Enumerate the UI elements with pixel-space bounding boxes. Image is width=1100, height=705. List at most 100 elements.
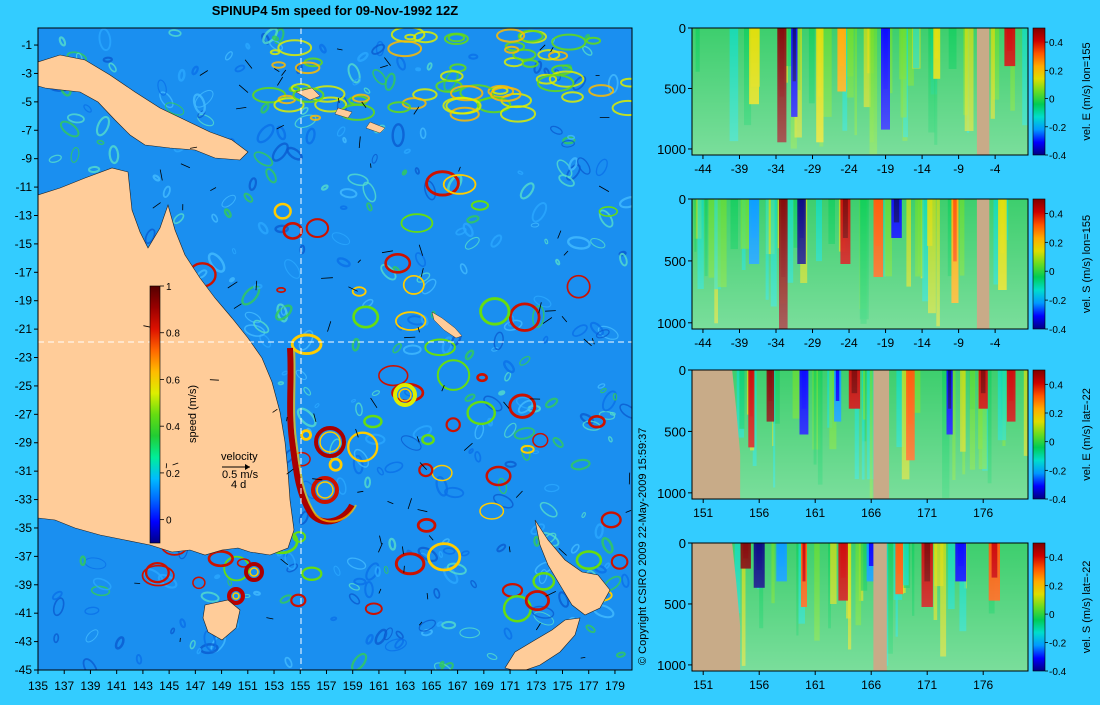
section-x-tick-label: 166 <box>861 678 881 692</box>
section-x-tick-label: -44 <box>694 162 712 176</box>
map-y-tick-label: -31 <box>15 464 33 478</box>
section-x-tick-label: 156 <box>749 678 769 692</box>
map-y-tick-label: -41 <box>15 606 33 620</box>
map-y-tick-label: -13 <box>15 208 33 222</box>
velocity-key-label: velocity <box>221 451 258 463</box>
section-colorbar-tick-label: 0 <box>1049 610 1055 621</box>
section-colorbar-tick-label: 0 <box>1049 438 1055 449</box>
map-x-tick-label: 143 <box>133 679 153 693</box>
speed-colorbar-tick-label: 0.6 <box>166 375 180 386</box>
map-x-tick-label: 169 <box>474 679 494 693</box>
section-panel-1: -44-39-34-29-24-19-14-9-4050010000.40.20… <box>657 21 1093 176</box>
map-y-tick-label: -25 <box>15 379 33 393</box>
section-colorbar-tick-label: 0.4 <box>1049 209 1063 220</box>
section-x-tick-label: -39 <box>731 162 749 176</box>
section-x-tick-label: -24 <box>840 336 858 350</box>
ocean-swirl <box>402 170 406 175</box>
section-colorbar <box>1033 28 1045 155</box>
section-colorbar-tick-label: 0.2 <box>1049 409 1063 420</box>
map-y-tick-label: -7 <box>21 123 32 137</box>
section-x-tick-label: -4 <box>990 162 1001 176</box>
section-y-tick-label: 0 <box>679 363 686 378</box>
section-x-tick-label: -24 <box>840 162 858 176</box>
speed-colorbar-label: speed (m/s) <box>187 385 199 443</box>
map-y-tick-label: -37 <box>15 549 33 563</box>
map-y-tick-label: -21 <box>15 322 33 336</box>
section-x-tick-label: -29 <box>804 162 822 176</box>
section-y-tick-label: 0 <box>679 21 686 36</box>
section-colorbar-label: vel. S (m/s) lat=-22 <box>1081 561 1093 654</box>
map-y-tick-label: -39 <box>15 578 33 592</box>
map-y-tick-label: -15 <box>15 237 33 251</box>
section-depth-fade <box>692 543 1028 671</box>
map-y-tick-label: -35 <box>15 521 33 535</box>
section-x-tick-label: -34 <box>767 162 785 176</box>
section-colorbar-tick-label: 0 <box>1049 95 1055 106</box>
map-title: SPINUP4 5m speed for 09-Nov-1992 12Z <box>212 3 458 18</box>
map-x-tick-label: 153 <box>264 679 284 693</box>
section-y-tick-label: 500 <box>664 597 686 612</box>
map-x-tick-label: 163 <box>395 679 415 693</box>
section-field <box>692 543 1028 671</box>
section-colorbar-tick-label: 0.4 <box>1049 38 1063 49</box>
section-x-tick-label: -19 <box>877 336 895 350</box>
section-y-tick-label: 1000 <box>657 658 686 673</box>
map-x-tick-label: 145 <box>159 679 179 693</box>
map-x-tick-label: 177 <box>579 679 599 693</box>
map-x-tick-label: 157 <box>316 679 336 693</box>
section-x-tick-label: 176 <box>973 506 993 520</box>
copyright-stamp: © Copyright CSIRO 2009 22-May-2009 15:59… <box>637 428 649 665</box>
map-y-tick-label: -33 <box>15 493 33 507</box>
section-colorbar <box>1033 543 1045 671</box>
speed-map <box>29 26 644 679</box>
section-x-tick-label: 156 <box>749 506 769 520</box>
section-x-tick-label: 176 <box>973 678 993 692</box>
map-x-tick-label: 141 <box>107 679 127 693</box>
map-x-tick-label: 147 <box>185 679 205 693</box>
section-y-tick-label: 500 <box>664 424 686 439</box>
section-colorbar-tick-label: -0.4 <box>1049 495 1067 506</box>
section-colorbar-tick-label: -0.2 <box>1049 123 1067 134</box>
section-y-tick-label: 500 <box>664 254 686 269</box>
ocean-swirl <box>499 391 505 395</box>
section-y-tick-label: 500 <box>664 81 686 96</box>
map-y-tick-label: -9 <box>21 152 32 166</box>
section-x-tick-label: 161 <box>805 678 825 692</box>
section-colorbar-tick-label: 0.2 <box>1049 238 1063 249</box>
ocean-swirl <box>416 68 420 70</box>
map-y-tick-label: -23 <box>15 351 33 365</box>
map-y-tick-label: -3 <box>21 66 32 80</box>
section-x-tick-label: 171 <box>917 678 937 692</box>
section-x-tick-label: -4 <box>990 336 1001 350</box>
map-x-tick-label: 137 <box>54 679 74 693</box>
section-colorbar-label: vel. E (m/s) lon=155 <box>1081 42 1093 140</box>
section-y-tick-label: 1000 <box>657 486 686 501</box>
velocity-key-duration: 4 d <box>231 479 246 491</box>
section-x-tick-label: 166 <box>861 506 881 520</box>
section-colorbar-tick-label: 0.4 <box>1049 380 1063 391</box>
speed-colorbar-tick-label: 0.2 <box>166 469 180 480</box>
map-x-tick-label: 179 <box>605 679 625 693</box>
section-y-tick-label: 0 <box>679 192 686 207</box>
section-x-tick-label: 161 <box>805 506 825 520</box>
map-x-tick-label: 167 <box>448 679 468 693</box>
section-colorbar-tick-label: -0.4 <box>1049 151 1067 162</box>
map-x-tick-label: 165 <box>421 679 441 693</box>
map-x-tick-label: 149 <box>212 679 232 693</box>
speed-colorbar-tick-label: 1 <box>166 282 172 293</box>
section-land-mask <box>977 199 989 329</box>
section-depth-fade <box>692 370 1028 499</box>
section-x-tick-label: -14 <box>913 336 931 350</box>
section-y-tick-label: 1000 <box>657 316 686 331</box>
section-x-tick-label: 151 <box>693 678 713 692</box>
map-y-tick-label: -5 <box>21 95 32 109</box>
map-x-tick-label: 175 <box>552 679 572 693</box>
map-y-tick-label: -19 <box>15 294 33 308</box>
map-y-tick-label: -45 <box>15 663 33 677</box>
map-y-tick-label: -27 <box>15 407 33 421</box>
section-x-tick-label: -9 <box>953 336 964 350</box>
section-colorbar-tick-label: 0 <box>1049 267 1055 278</box>
